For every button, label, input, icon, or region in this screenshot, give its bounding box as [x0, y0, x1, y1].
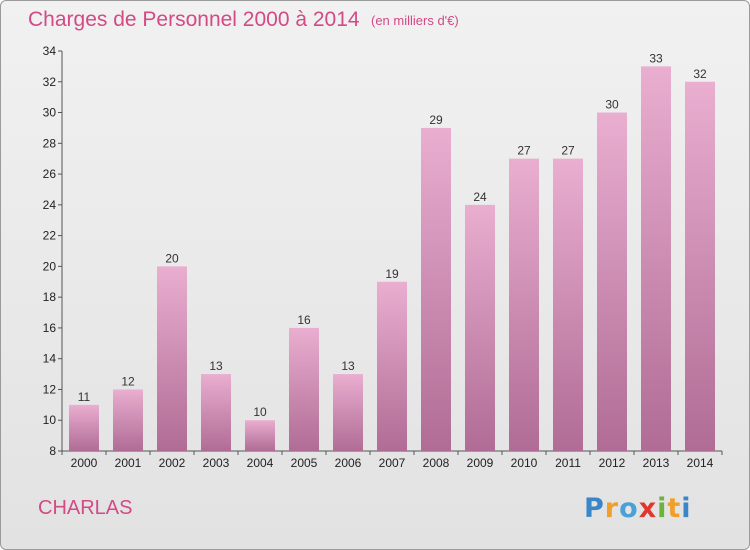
bar-2009	[465, 204, 495, 451]
x-tick-label-2010: 2010	[511, 456, 538, 470]
bar-2001	[113, 389, 143, 451]
bar-2007	[377, 281, 407, 451]
y-tick-label: 26	[43, 167, 57, 181]
x-tick-label-2007: 2007	[379, 456, 406, 470]
y-tick-label: 28	[43, 136, 57, 150]
bar-2013	[641, 66, 671, 451]
x-tick-label-2011: 2011	[555, 456, 581, 470]
y-tick-label: 24	[43, 198, 57, 212]
y-tick-label: 32	[43, 75, 57, 89]
bar-2008	[421, 127, 451, 451]
x-tick-label-2009: 2009	[467, 456, 494, 470]
x-tick-label-2005: 2005	[291, 456, 318, 470]
value-label-2013: 33	[649, 51, 663, 65]
value-label-2010: 27	[517, 144, 531, 158]
x-tick-label-2013: 2013	[643, 456, 670, 470]
x-tick-label-2002: 2002	[159, 456, 186, 470]
value-label-2004: 10	[253, 405, 267, 419]
bar-2012	[597, 112, 627, 452]
value-label-2005: 16	[297, 313, 311, 327]
y-tick-label: 10	[43, 413, 57, 427]
y-tick-label: 18	[43, 290, 57, 304]
bar-2011	[553, 158, 583, 451]
y-tick-label: 16	[43, 321, 57, 335]
bar-2000	[69, 404, 99, 451]
bar-2006	[333, 374, 363, 451]
value-label-2006: 13	[341, 359, 355, 373]
bar-2003	[201, 374, 231, 451]
value-label-2008: 29	[429, 113, 443, 127]
value-label-2002: 20	[165, 251, 179, 265]
y-tick-label: 20	[43, 259, 57, 273]
y-tick-label: 12	[43, 382, 57, 396]
bar-2002	[157, 266, 187, 451]
x-tick-label-2014: 2014	[687, 456, 714, 470]
proxiti-logo: Proxiti	[584, 493, 692, 524]
y-tick-label: 8	[49, 444, 56, 458]
x-tick-label-2003: 2003	[203, 456, 230, 470]
value-label-2001: 12	[121, 374, 135, 388]
x-tick-label-2004: 2004	[247, 456, 274, 470]
value-label-2007: 19	[385, 267, 399, 281]
x-tick-label-2012: 2012	[599, 456, 626, 470]
value-label-2012: 30	[605, 98, 619, 112]
value-label-2000: 11	[78, 390, 91, 404]
y-tick-label: 34	[43, 44, 57, 58]
value-label-2003: 13	[209, 359, 223, 373]
y-tick-label: 14	[43, 352, 57, 366]
municipality-name: CHARLAS	[38, 497, 133, 519]
value-label-2011: 27	[561, 144, 575, 158]
chart-subtitle: (en milliers d'€)	[371, 13, 459, 28]
bar-2010	[509, 158, 539, 451]
x-tick-label-2001: 2001	[115, 456, 142, 470]
bar-2005	[289, 327, 319, 451]
x-tick-label-2000: 2000	[71, 456, 98, 470]
bar-2004	[245, 420, 275, 451]
svg-text:Proxiti: Proxiti	[584, 493, 692, 524]
y-tick-label: 22	[43, 229, 57, 243]
x-tick-label-2008: 2008	[423, 456, 450, 470]
bar-2014	[685, 81, 715, 452]
chart-title: Charges de Personnel 2000 à 2014	[28, 8, 360, 31]
value-label-2014: 32	[693, 67, 707, 81]
value-label-2009: 24	[473, 190, 487, 204]
x-tick-label-2006: 2006	[335, 456, 362, 470]
y-tick-label: 30	[43, 106, 57, 120]
